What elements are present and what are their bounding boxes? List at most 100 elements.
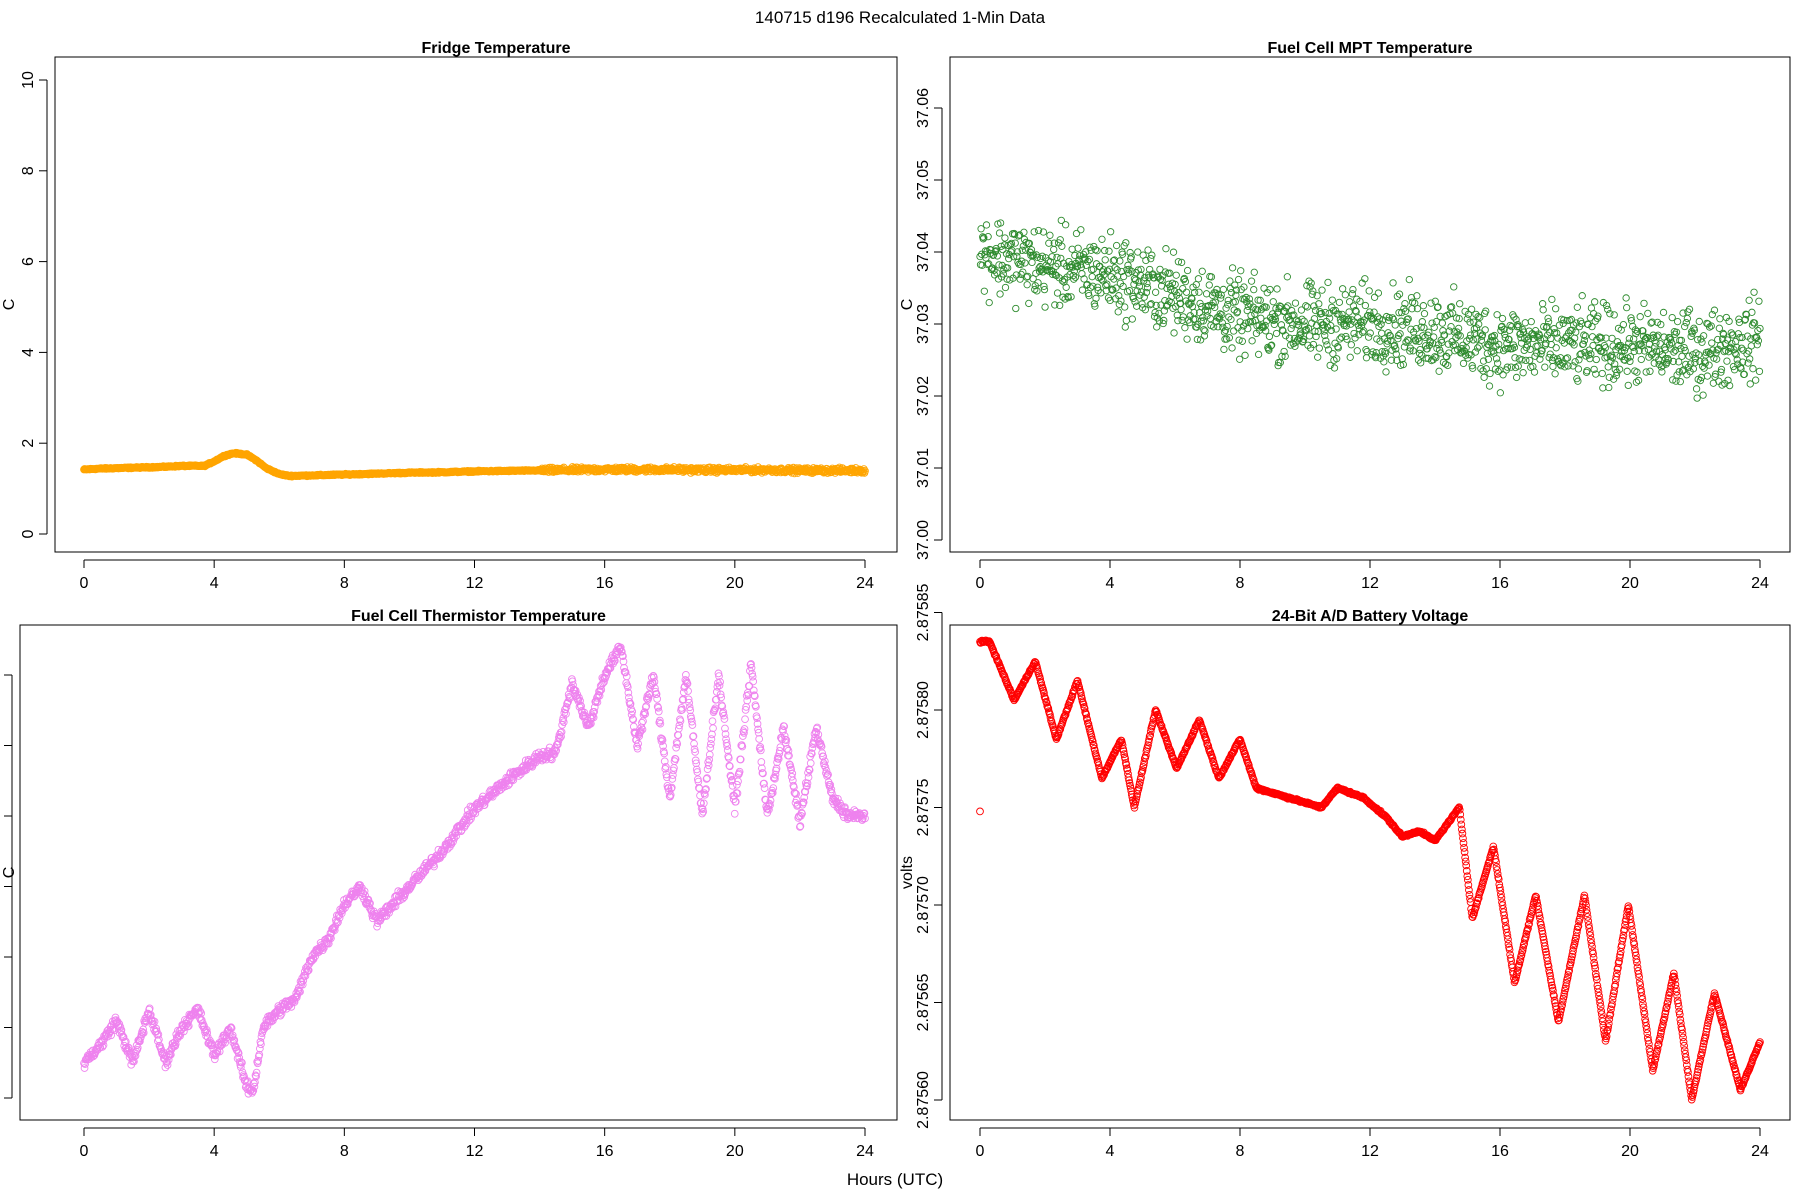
y-tick-label: 37.01 xyxy=(915,448,932,488)
data-point xyxy=(1112,284,1120,292)
data-point xyxy=(1716,315,1724,323)
data-point xyxy=(1147,300,1155,308)
data-point xyxy=(1440,331,1449,339)
data-point xyxy=(1409,347,1417,355)
data-point xyxy=(1089,265,1097,273)
data-point xyxy=(1232,291,1240,299)
data-point xyxy=(1160,316,1168,325)
data-point xyxy=(1714,335,1722,344)
data-point xyxy=(1104,267,1112,275)
x-tick-label: 12 xyxy=(1361,575,1379,592)
data-point xyxy=(1187,299,1195,307)
data-point xyxy=(1432,354,1440,362)
y-tick-label: 37.76 xyxy=(0,725,2,765)
y-tick-label: 37.05 xyxy=(915,160,932,200)
data-point xyxy=(1591,298,1599,306)
data-point xyxy=(1431,297,1439,305)
data-point xyxy=(1548,295,1556,304)
data-point xyxy=(1309,287,1317,295)
data-point xyxy=(1615,365,1624,373)
data-point xyxy=(1018,246,1026,254)
data-point xyxy=(1754,326,1762,335)
data-point xyxy=(1732,350,1740,359)
data-point xyxy=(1434,303,1442,311)
data-point xyxy=(1473,344,1482,352)
y-tick-label: 37.70 xyxy=(0,937,2,977)
data-point xyxy=(1627,314,1635,322)
data-point xyxy=(1648,318,1656,326)
data-point xyxy=(140,1018,149,1027)
y-tick-label: 37.78 xyxy=(0,655,2,695)
data-point xyxy=(1441,360,1450,368)
data-point xyxy=(1250,268,1258,276)
data-point xyxy=(1138,300,1146,308)
data-point xyxy=(1148,251,1156,259)
data-point xyxy=(860,465,868,473)
data-point xyxy=(1314,353,1322,361)
data-point xyxy=(1039,228,1048,236)
data-point xyxy=(1030,251,1038,259)
data-point xyxy=(1092,294,1100,302)
data-point xyxy=(1708,339,1716,347)
data-point xyxy=(137,1030,146,1039)
data-point xyxy=(1456,300,1464,308)
data-point xyxy=(1630,347,1638,356)
data-point xyxy=(1122,316,1131,325)
data-point xyxy=(1011,239,1019,247)
data-point xyxy=(571,467,580,476)
data-point xyxy=(1031,285,1039,294)
data-point xyxy=(1541,363,1549,371)
data-point xyxy=(1488,336,1496,345)
data-point xyxy=(1708,310,1716,319)
y-tick-label: 2.87575 xyxy=(915,778,932,836)
data-point xyxy=(1288,306,1296,315)
data-point xyxy=(132,1047,140,1056)
data-point xyxy=(1175,294,1184,303)
data-point xyxy=(1256,296,1264,304)
data-point xyxy=(1301,322,1309,330)
data-point xyxy=(1393,356,1401,365)
data-point xyxy=(1235,336,1243,344)
data-point xyxy=(1012,304,1020,313)
data-point xyxy=(1537,347,1546,355)
data-point xyxy=(1450,283,1458,291)
panel-title: Fridge Temperature xyxy=(421,40,570,57)
data-point xyxy=(1647,351,1656,359)
y-tick-label: 2.87585 xyxy=(915,583,932,641)
data-point xyxy=(1028,258,1036,267)
data-point xyxy=(1624,381,1632,390)
data-point xyxy=(1338,285,1347,293)
data-point xyxy=(1297,306,1306,314)
data-point xyxy=(1050,245,1058,254)
x-tick-label: 16 xyxy=(596,1143,614,1160)
data-point xyxy=(1343,335,1351,343)
y-tick-label: 2.87560 xyxy=(915,1071,932,1129)
data-point xyxy=(1040,282,1048,290)
data-point xyxy=(1194,275,1203,283)
data-point xyxy=(1222,304,1230,312)
data-point xyxy=(1464,310,1473,318)
data-point xyxy=(1503,339,1511,348)
data-point xyxy=(861,467,869,475)
data-point xyxy=(1171,280,1179,289)
data-point xyxy=(1681,322,1689,331)
data-point xyxy=(999,245,1007,254)
data-point xyxy=(1419,332,1427,340)
data-point xyxy=(1298,315,1306,323)
data-point xyxy=(1392,345,1400,353)
data-point xyxy=(1225,334,1233,342)
data-point xyxy=(1079,250,1088,259)
data-point xyxy=(1651,343,1659,351)
data-point xyxy=(1656,340,1664,348)
data-point xyxy=(1588,322,1596,331)
data-point xyxy=(1755,297,1763,305)
data-point xyxy=(1569,362,1577,370)
data-point xyxy=(988,264,997,272)
data-point xyxy=(1347,341,1355,349)
data-point xyxy=(985,298,993,307)
data-point xyxy=(1404,315,1412,323)
data-point xyxy=(1372,354,1380,362)
data-point xyxy=(755,735,764,743)
data-point xyxy=(1284,312,1293,321)
